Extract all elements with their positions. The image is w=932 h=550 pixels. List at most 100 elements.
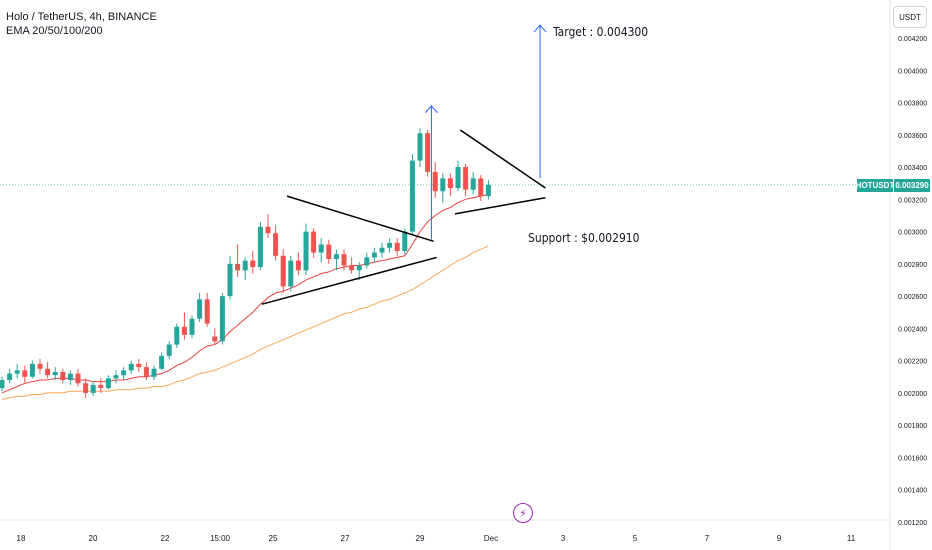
candle-body <box>425 133 431 172</box>
candle-body <box>159 355 165 369</box>
x-tick-label: 27 <box>341 534 350 543</box>
ema20-line <box>1 194 489 394</box>
candle-body <box>242 260 248 271</box>
y-tick-label: 0.003400 <box>898 165 927 172</box>
candle-body <box>288 260 294 287</box>
candle-body <box>52 371 58 376</box>
candle-body <box>227 263 233 297</box>
candle-body <box>29 363 35 377</box>
symbol-title: Holo / TetherUS, 4h, BINANCE <box>6 11 157 23</box>
y-tick-label: 0.004000 <box>898 68 927 75</box>
candle-body <box>447 178 453 189</box>
ticker-tag: HOTUSDT <box>855 179 895 192</box>
candle-body <box>0 380 5 389</box>
candle-body <box>455 167 461 189</box>
x-tick-label: 29 <box>416 534 425 543</box>
candle-body <box>371 252 377 258</box>
candle-body <box>121 370 127 376</box>
y-tick-label: 0.004200 <box>898 36 927 43</box>
candle-body <box>174 326 180 345</box>
candle-body <box>128 363 134 371</box>
candle-body <box>250 260 256 268</box>
breakout-arrow-head <box>425 104 438 114</box>
y-tick-label: 0.002000 <box>898 391 927 398</box>
candle-body <box>394 242 400 251</box>
candle-body <box>295 260 301 271</box>
candle-body <box>326 244 332 260</box>
candle-body <box>273 233 279 256</box>
y-tick-label: 0.002600 <box>898 294 927 301</box>
candle-body <box>60 371 66 381</box>
candle-body <box>212 336 218 342</box>
y-tick-label: 0.003600 <box>898 133 927 140</box>
candle-body <box>45 368 51 376</box>
candle-body <box>432 171 438 192</box>
candle-body <box>257 226 263 268</box>
support-annotation: Support : $0.002910 <box>528 231 640 245</box>
y-tick-label: 0.001600 <box>898 455 927 462</box>
candle-body <box>379 247 385 253</box>
candle-body <box>136 363 142 368</box>
y-tick-label: 0.002800 <box>898 262 927 269</box>
candle-body <box>143 367 149 377</box>
candle-body <box>463 167 469 190</box>
candle-body <box>7 373 13 381</box>
y-tick-label: 0.002200 <box>898 359 927 366</box>
candle-body <box>98 384 104 389</box>
y-tick-label: 0.003800 <box>898 101 927 108</box>
candle-body <box>83 383 89 393</box>
x-tick-label: Dec <box>484 534 498 543</box>
y-tick-label: 0.001800 <box>898 423 927 430</box>
candle-body <box>485 184 491 197</box>
candle-body <box>440 178 446 192</box>
x-tick-label: 15:00 <box>210 534 231 543</box>
candle-body <box>303 231 309 271</box>
x-tick-label: 22 <box>161 534 170 543</box>
candle-body <box>364 257 370 266</box>
candle-body <box>402 231 408 251</box>
candle-body <box>189 318 195 335</box>
y-tick-label: 0.003000 <box>898 230 927 237</box>
candle-body <box>22 370 28 377</box>
candle-body <box>37 363 43 369</box>
target-arrow-head <box>533 24 547 33</box>
candle-body <box>90 384 96 393</box>
candle-body <box>105 378 111 389</box>
candle-body <box>151 368 157 377</box>
candle-body <box>387 242 393 248</box>
last-price-tag: 0.003290 <box>894 179 930 192</box>
candle-body <box>470 178 476 190</box>
x-tick-label: 11 <box>847 534 856 543</box>
x-tick-label: 18 <box>17 534 26 543</box>
target-annotation: Target : 0.004300 <box>553 25 649 39</box>
y-tick-label: 0.001200 <box>898 520 927 527</box>
lightning-icon[interactable]: ⚡ <box>513 503 533 523</box>
pennant2-upper-line <box>459 129 546 189</box>
pennant1-upper-line <box>286 195 434 242</box>
y-tick-label: 0.001400 <box>898 488 927 495</box>
candle-body <box>67 373 73 381</box>
candle-body <box>219 296 225 342</box>
candle-body <box>197 299 203 319</box>
currency-selector[interactable]: USDT <box>893 6 927 28</box>
candle-body <box>166 344 172 356</box>
candle-body <box>356 265 362 271</box>
candle-body <box>478 178 484 197</box>
pennant2-lower-line <box>261 256 437 305</box>
candle-body <box>181 326 187 335</box>
x-tick-label: 5 <box>633 534 638 543</box>
candle-body <box>311 231 317 253</box>
candle-body <box>113 375 119 379</box>
candle-body <box>204 299 210 324</box>
candle-body <box>280 255 286 287</box>
y-tick-label: 0.002400 <box>898 326 927 333</box>
indicator-label: EMA 20/50/100/200 <box>6 25 103 37</box>
candle-body <box>341 254 347 266</box>
candle-body <box>417 133 423 161</box>
candle-body <box>318 244 324 253</box>
x-tick-label: 3 <box>561 534 566 543</box>
candle-body <box>265 226 271 234</box>
candle-body <box>75 373 81 384</box>
candle-body <box>349 265 355 271</box>
